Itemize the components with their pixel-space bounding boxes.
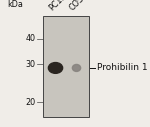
- Text: Prohibilin 1: Prohibilin 1: [97, 64, 147, 72]
- Ellipse shape: [48, 63, 63, 73]
- Text: kDa: kDa: [7, 0, 23, 9]
- Text: PC12: PC12: [47, 0, 68, 12]
- Ellipse shape: [72, 65, 81, 71]
- Text: COS: COS: [68, 0, 86, 12]
- Text: 20: 20: [25, 98, 35, 107]
- Text: 40: 40: [25, 34, 35, 43]
- Text: 30: 30: [25, 60, 35, 69]
- Bar: [43, 16, 89, 117]
